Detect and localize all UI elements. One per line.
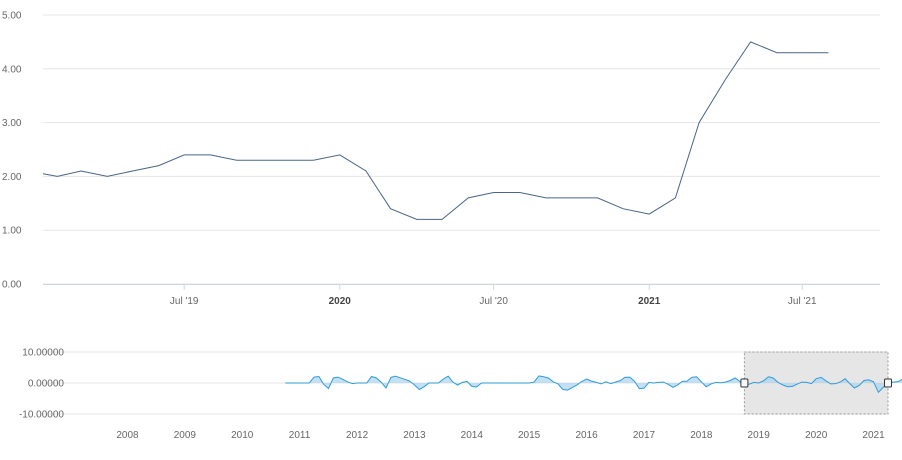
navigator-x-tick-label: 2012 <box>346 430 369 441</box>
navigator-x-tick-label: 2013 <box>403 430 426 441</box>
navigator-handle-right[interactable] <box>884 378 892 388</box>
navigator-y-tick-label: 10.00000 <box>22 348 64 359</box>
main-y-axis-labels: 0.00 1.00 2.00 3.00 4.00 5.00 <box>2 11 22 291</box>
navigator-x-tick-label: 2010 <box>231 430 254 441</box>
navigator-series-line <box>285 375 902 394</box>
main-x-tick-label: Jul '21 <box>788 296 817 307</box>
navigator-y-tick-label: 0.00000 <box>28 379 65 390</box>
main-x-tick-label: 2020 <box>329 296 352 307</box>
navigator-x-tick-label: 2018 <box>690 430 713 441</box>
main-x-tick-label: Jul '19 <box>170 296 199 307</box>
main-y-tick-label: 0.00 <box>2 280 22 291</box>
navigator-y-tick-label: -10.00000 <box>19 410 64 421</box>
navigator-x-tick-label: 2016 <box>576 430 599 441</box>
main-y-tick-label: 5.00 <box>2 11 22 22</box>
main-x-axis-labels: Jul '19 2020 Jul '20 2021 Jul '21 <box>170 296 817 307</box>
navigator-y-axis-labels: 10.00000 0.00000 -10.00000 <box>19 348 64 421</box>
navigator-x-tick-label: 2017 <box>633 430 656 441</box>
navigator-x-tick-label: 2019 <box>748 430 771 441</box>
main-x-tick-label: Jul '20 <box>479 296 508 307</box>
main-series-line <box>42 41 829 220</box>
navigator-x-tick-label: 2014 <box>461 430 484 441</box>
main-x-tick-label: 2021 <box>638 296 661 307</box>
main-y-tick-label: 2.00 <box>2 172 22 183</box>
navigator-handle-left[interactable] <box>740 378 749 388</box>
navigator-x-axis-labels: 2008 2009 2010 2011 2012 2013 2014 2015 2016 2017… <box>116 430 885 441</box>
navigator-x-tick-label: 2021 <box>862 430 885 441</box>
main-x-axis-ticks <box>183 284 803 290</box>
navigator-x-tick-label: 2015 <box>518 430 541 441</box>
navigator-x-tick-label: 2009 <box>174 430 197 441</box>
main-y-tick-label: 3.00 <box>2 118 22 129</box>
main-y-tick-label: 4.00 <box>2 64 22 75</box>
navigator-x-tick-label: 2020 <box>805 430 828 441</box>
main-gridlines <box>43 14 880 285</box>
main-y-tick-label: 1.00 <box>2 226 22 237</box>
navigator-x-tick-label: 2008 <box>116 430 139 441</box>
navigator-x-tick-label: 2011 <box>289 430 311 441</box>
